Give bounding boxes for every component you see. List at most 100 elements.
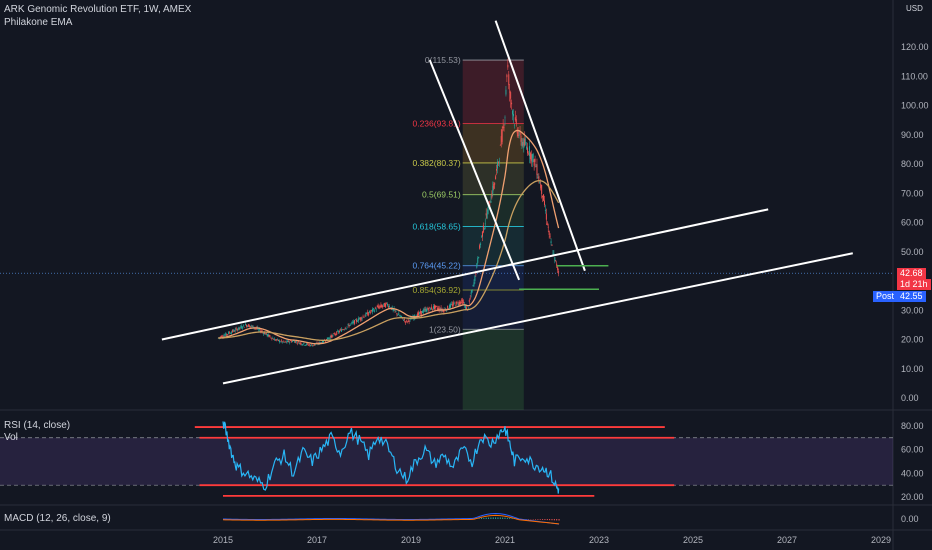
- candle-body: [368, 313, 370, 315]
- candle-body: [335, 334, 337, 335]
- candle-body: [417, 313, 419, 317]
- candle-body: [487, 207, 489, 214]
- candle-body: [503, 127, 505, 128]
- countdown-tag: 1d 21h: [897, 279, 931, 290]
- candle-body: [435, 306, 437, 307]
- candle-body: [385, 303, 387, 308]
- candle-body: [513, 124, 515, 126]
- candle-body: [230, 332, 232, 334]
- fib-zone: [462, 123, 524, 163]
- candle-body: [478, 256, 480, 259]
- candle-body: [264, 333, 266, 335]
- candle-body: [228, 331, 230, 335]
- candle-body: [387, 303, 388, 306]
- time-tick-label: 2027: [777, 535, 797, 545]
- candle-body: [370, 311, 372, 313]
- candle-body: [382, 305, 384, 307]
- candle-body: [365, 313, 367, 317]
- candle-body: [490, 200, 492, 203]
- candle-body: [300, 343, 302, 345]
- candle-body: [496, 169, 498, 171]
- candle-body: [349, 324, 351, 326]
- candle-body: [316, 342, 318, 344]
- candle-body: [480, 243, 482, 245]
- candle-body: [359, 317, 361, 320]
- candle-body: [458, 301, 460, 306]
- candle-body: [434, 305, 435, 310]
- candle-body: [282, 340, 284, 342]
- candle-body: [444, 308, 446, 310]
- candle-body: [302, 344, 304, 346]
- ema-fast-line: [218, 129, 560, 345]
- candle-body: [383, 303, 385, 305]
- candle-body: [523, 138, 525, 148]
- candle-body: [233, 331, 235, 332]
- candle-body: [552, 253, 554, 255]
- candle-body: [470, 292, 472, 295]
- candle-body: [343, 329, 345, 331]
- candle-body: [533, 159, 535, 166]
- candle-body: [479, 245, 481, 249]
- candle-body: [333, 333, 335, 334]
- candle-body: [492, 185, 494, 194]
- candle-body: [293, 340, 294, 342]
- candle-body: [546, 223, 548, 226]
- candle-body: [494, 182, 496, 185]
- candle-body: [275, 339, 277, 341]
- candle-body: [248, 325, 250, 328]
- candle-body: [381, 305, 383, 308]
- candle-body: [419, 311, 421, 314]
- candle-body: [340, 329, 342, 332]
- price-tick-label: 20.00: [901, 335, 924, 345]
- candle-body: [488, 201, 490, 203]
- candle-body: [258, 328, 260, 330]
- candle-body: [555, 260, 557, 261]
- candle-body: [404, 321, 406, 323]
- candle-body: [230, 333, 232, 334]
- candle-body: [454, 305, 456, 307]
- candle-body: [299, 342, 301, 344]
- candle-body: [526, 146, 528, 149]
- time-tick-label: 2029: [871, 535, 891, 545]
- candle-body: [246, 324, 247, 327]
- candle-body: [310, 344, 312, 346]
- fib-zone-extension: [462, 329, 524, 410]
- candle-body: [292, 341, 294, 342]
- candle-body: [279, 341, 281, 343]
- candle-body: [298, 343, 300, 345]
- time-tick-label: 2019: [401, 535, 421, 545]
- chart-title: ARK Genomic Revolution ETF, 1W, AMEX: [4, 4, 192, 15]
- candle-body: [545, 213, 547, 220]
- candle-body: [430, 308, 432, 311]
- candle-body: [376, 306, 378, 308]
- price-tick-label: 30.00: [901, 305, 924, 315]
- candle-body: [239, 327, 241, 329]
- candle-body: [318, 342, 320, 344]
- candle-body: [357, 318, 359, 322]
- candle-body: [518, 135, 520, 136]
- candle-body: [268, 334, 270, 337]
- candle-body: [371, 310, 373, 311]
- candle-body: [387, 306, 389, 308]
- candle-body: [328, 337, 330, 339]
- candle-body: [361, 318, 363, 319]
- candle-body: [247, 324, 249, 327]
- candle-body: [353, 321, 355, 323]
- candle-body: [286, 340, 288, 343]
- candle-body: [544, 210, 546, 211]
- candle-body: [528, 153, 529, 155]
- candle-body: [516, 129, 518, 134]
- candle-body: [287, 340, 289, 342]
- candle-body: [243, 324, 245, 326]
- candle-body: [451, 304, 453, 307]
- candle-body: [507, 64, 509, 68]
- candle-body: [283, 342, 285, 343]
- candle-body: [236, 329, 238, 331]
- candle-body: [525, 142, 527, 144]
- candle-body: [554, 257, 556, 262]
- candle-body: [394, 310, 396, 312]
- candle-body: [508, 74, 510, 86]
- candle-body: [427, 307, 429, 310]
- candle-body: [273, 339, 275, 340]
